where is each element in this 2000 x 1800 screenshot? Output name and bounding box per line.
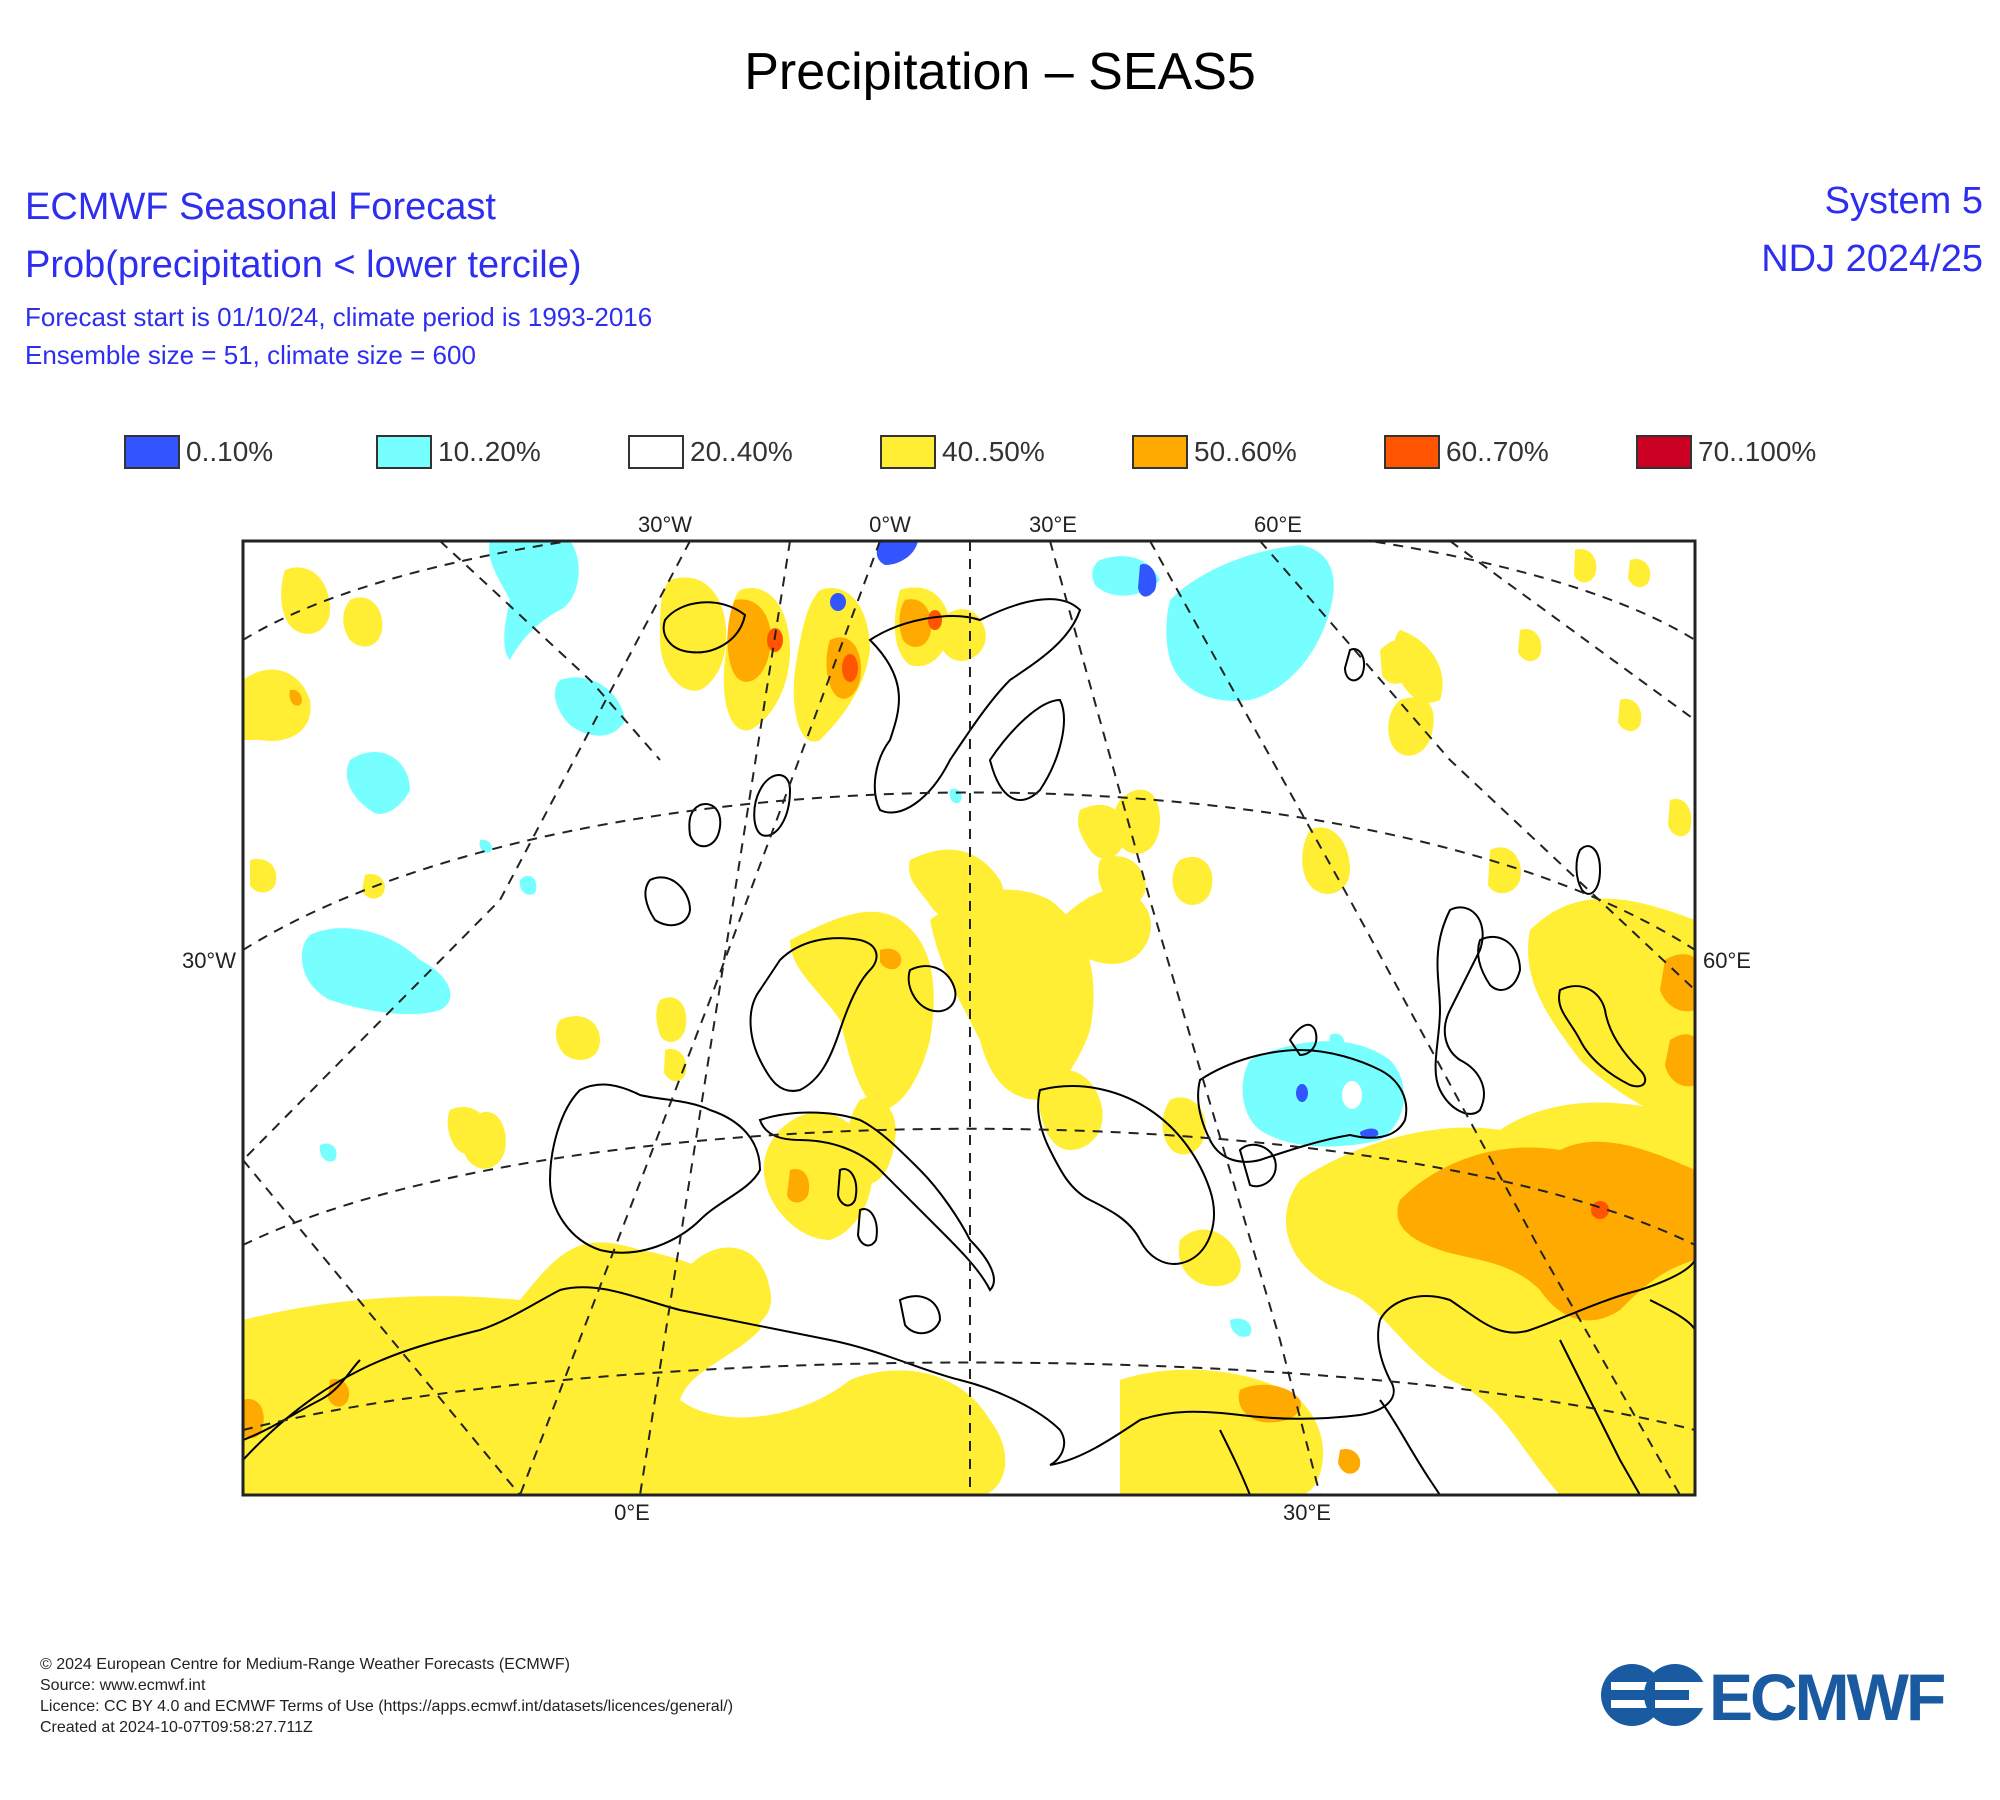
legend-swatch (628, 435, 684, 469)
period-label: NDJ 2024/25 (1761, 238, 1983, 280)
legend-label: 40..50% (942, 436, 1045, 467)
axis-label-bottom: 0°E (614, 1500, 650, 1525)
axis-label-top: 60°E (1254, 512, 1302, 537)
legend-label: 60..70% (1446, 436, 1549, 467)
forecast-start-info: Forecast start is 01/10/24, climate peri… (25, 302, 653, 332)
footer-created: Created at 2024-10-07T09:58:27.711Z (40, 1719, 313, 1736)
band-10-20 (301, 541, 1404, 1337)
legend-swatch (1132, 435, 1188, 469)
band-0-10 (830, 541, 1379, 1139)
legend-label: 0..10% (186, 436, 274, 467)
axis-label-bottom: 30°E (1283, 1500, 1331, 1525)
legend-swatch (376, 435, 432, 469)
ecmwf-logo-text: ECMWF (1709, 1660, 1944, 1730)
legend-item: 40..50% (880, 432, 1045, 472)
map-field (243, 541, 1695, 1495)
legend-item: 60..70% (1384, 432, 1549, 472)
forecast-variable: Prob(precipitation < lower tercile) (25, 244, 582, 286)
axis-label-left: 30°W (182, 948, 236, 973)
legend-label: 50..60% (1194, 436, 1297, 467)
legend-swatch (880, 435, 936, 469)
legend-item: 10..20% (376, 432, 541, 472)
legend-swatch (1636, 435, 1692, 469)
legend-label: 10..20% (438, 436, 541, 467)
graticule (243, 541, 1695, 1495)
axis-label-top: 30°W (638, 512, 692, 537)
footer-source: Source: www.ecmwf.int (40, 1677, 206, 1694)
map-frame (241, 539, 1697, 1497)
system-label: System 5 (1824, 180, 1983, 222)
ecmwf-logo-icon (1601, 1664, 1709, 1726)
legend-item: 50..60% (1132, 432, 1297, 472)
legend-swatch (124, 435, 180, 469)
axis-label-top: 30°E (1029, 512, 1077, 537)
legend-item: 0..10% (124, 432, 273, 472)
legend-swatch (1384, 435, 1440, 469)
legend-item: 20..40% (628, 432, 793, 472)
legend-label: 20..40% (690, 436, 793, 467)
footer-copyright: © 2024 European Centre for Medium-Range … (40, 1656, 570, 1673)
legend-item: 70..100% (1636, 432, 1816, 472)
page-title: Precipitation – SEAS5 (744, 43, 1256, 101)
forecast-title: ECMWF Seasonal Forecast (25, 186, 496, 228)
axis-label-top: 0°W (869, 512, 911, 537)
ecmwf-logo: ECMWF (1601, 1660, 1947, 1730)
footer-licence: Licence: CC BY 4.0 and ECMWF Terms of Us… (40, 1698, 734, 1715)
ensemble-info: Ensemble size = 51, climate size = 600 (25, 340, 476, 370)
legend-label: 70..100% (1698, 436, 1817, 467)
coastlines (243, 598, 1695, 1495)
color-legend: 0..10% 10..20% 20..40% 40..50% 50..60% 6… (0, 432, 2000, 472)
axis-label-right: 60°E (1703, 948, 1751, 973)
band-60-70 (767, 610, 1609, 1219)
